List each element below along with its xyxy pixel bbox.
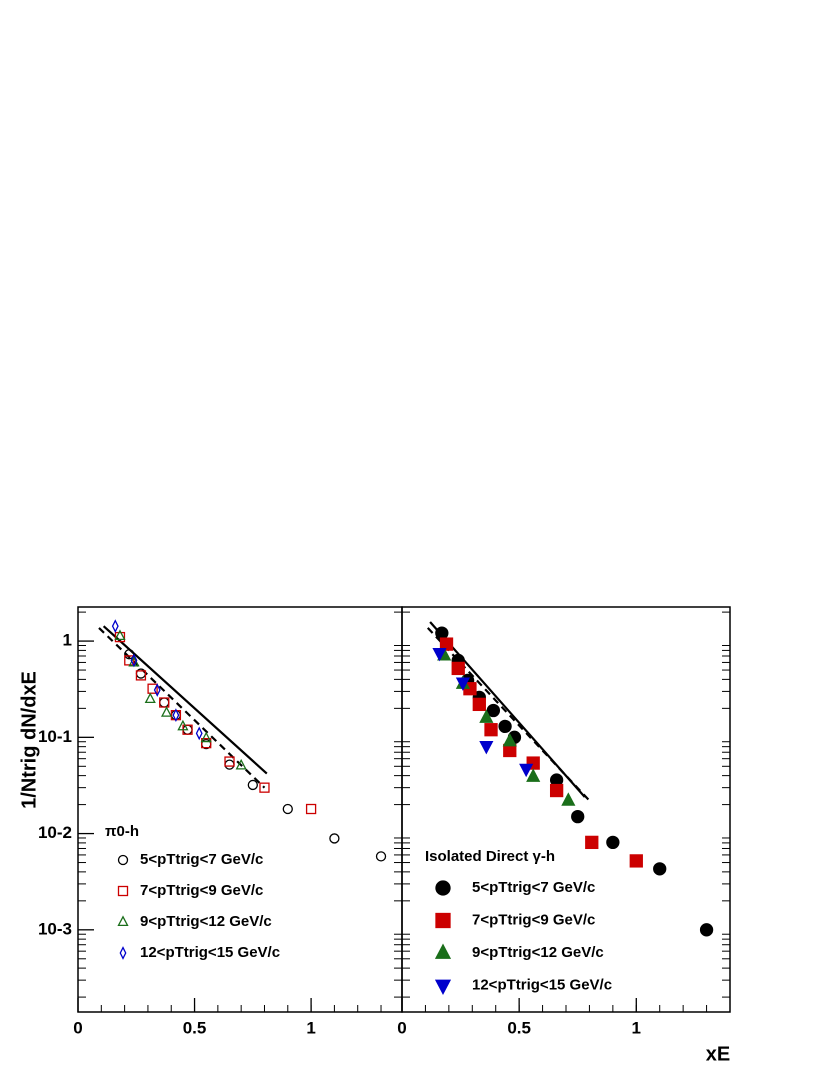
data-point (439, 637, 454, 651)
x-tick-label: 0 (73, 1018, 82, 1037)
data-point (329, 833, 340, 844)
x-tick-label: 0.5 (183, 1018, 207, 1037)
legend-label: 12<pTtrig<15 GeV/c (472, 976, 612, 993)
data-point (282, 803, 293, 815)
data-point (305, 803, 317, 815)
data-point (144, 692, 156, 704)
data-point (571, 809, 585, 824)
data-point (498, 719, 512, 734)
fit-line (429, 621, 586, 798)
y-tick-label: 10-2 (38, 823, 72, 842)
data-point (201, 737, 212, 749)
legend-label: 9<pTtrig<12 GeV/c (140, 913, 272, 930)
legend-label: 5<pTtrig<7 GeV/c (472, 879, 595, 896)
x-tick-label: 1 (632, 1018, 641, 1037)
legend-label: 7<pTtrig<9 GeV/c (140, 882, 263, 899)
data-point (549, 783, 564, 798)
data-point (111, 619, 119, 633)
data-point (177, 719, 189, 731)
data-point (484, 723, 498, 737)
data-point (160, 706, 173, 717)
legend-title: Isolated Direct γ-h (425, 848, 555, 865)
legend-title: π0-h (105, 823, 139, 840)
fit-line (102, 625, 268, 775)
x-axis-label: xE (706, 1043, 730, 1065)
x-tick-label: 1 (306, 1018, 315, 1037)
data-point (147, 683, 158, 694)
y-axis-label: 1/Ntrig dN/dxE (18, 671, 40, 809)
data-point (130, 653, 138, 668)
legend-marker (119, 946, 127, 960)
y-tick-label: 10-1 (38, 727, 72, 746)
data-point (486, 703, 501, 718)
x-tick-label: 0 (397, 1018, 406, 1037)
data-point (247, 779, 258, 791)
data-point (502, 732, 517, 747)
data-point (653, 862, 667, 876)
data-point (195, 726, 203, 741)
data-point (455, 677, 470, 691)
legend-marker (434, 943, 452, 959)
data-point (526, 768, 541, 782)
data-point (375, 851, 387, 862)
data-point (561, 792, 576, 806)
legend-label: 12<pTtrig<15 GeV/c (140, 944, 280, 961)
data-point (200, 731, 212, 743)
data-point (432, 647, 447, 662)
data-point (451, 661, 465, 676)
y-tick-label: 10-3 (38, 919, 72, 938)
data-point (699, 923, 714, 937)
data-point (629, 854, 643, 868)
legend-marker (434, 979, 452, 995)
legend-marker (117, 885, 129, 897)
legend-marker (117, 854, 129, 866)
legend-marker (117, 915, 129, 927)
data-point (153, 683, 161, 697)
data-point (519, 763, 534, 778)
data-point (114, 631, 126, 643)
legend-label: 9<pTtrig<12 GeV/c (472, 944, 604, 961)
data-point (585, 835, 599, 850)
data-point (235, 758, 247, 770)
data-point (606, 835, 620, 850)
legend-label: 5<pTtrig<7 GeV/c (140, 851, 263, 868)
data-point (172, 708, 180, 723)
x-tick-label: 0.5 (507, 1018, 531, 1037)
data-point (114, 629, 126, 640)
y-tick-label: 1 (63, 631, 72, 650)
data-point (472, 697, 486, 712)
legend-marker (435, 880, 451, 896)
data-point (224, 756, 235, 767)
data-point (135, 670, 147, 681)
data-point (479, 740, 494, 755)
fit-line (98, 627, 266, 789)
legend-label: 7<pTtrig<9 GeV/c (472, 911, 595, 928)
data-point (435, 626, 449, 640)
legend-marker (435, 912, 451, 929)
data-point (479, 709, 494, 723)
data-point (159, 697, 170, 708)
data-point (259, 782, 270, 793)
